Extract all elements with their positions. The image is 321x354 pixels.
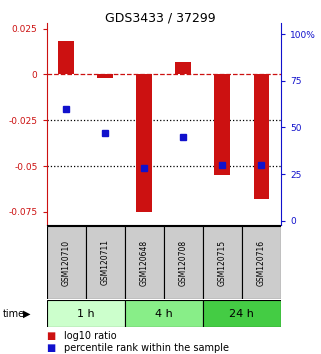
- Bar: [214, 74, 230, 175]
- Bar: [203, 300, 281, 327]
- Bar: [86, 226, 125, 299]
- Bar: [242, 226, 281, 299]
- Text: ▶: ▶: [23, 309, 30, 319]
- Text: GSM120648: GSM120648: [140, 239, 149, 286]
- Bar: [203, 226, 242, 299]
- Bar: [175, 62, 191, 74]
- Bar: [164, 226, 203, 299]
- Bar: [97, 74, 113, 78]
- Text: ■: ■: [47, 331, 56, 341]
- Text: time: time: [3, 309, 25, 319]
- Text: 24 h: 24 h: [230, 309, 254, 319]
- Text: log10 ratio: log10 ratio: [64, 331, 117, 341]
- Text: GSM120716: GSM120716: [257, 239, 266, 286]
- Bar: [125, 226, 164, 299]
- Bar: [58, 41, 74, 74]
- Text: ■: ■: [47, 343, 56, 353]
- Text: GDS3433 / 37299: GDS3433 / 37299: [105, 11, 216, 24]
- Text: GSM120711: GSM120711: [100, 240, 110, 285]
- Bar: [125, 300, 203, 327]
- Bar: [47, 226, 86, 299]
- Text: GSM120710: GSM120710: [62, 239, 71, 286]
- Text: 1 h: 1 h: [77, 309, 94, 319]
- Text: 4 h: 4 h: [155, 309, 173, 319]
- Text: GSM120708: GSM120708: [179, 239, 188, 286]
- Text: percentile rank within the sample: percentile rank within the sample: [64, 343, 229, 353]
- Text: GSM120715: GSM120715: [218, 239, 227, 286]
- Bar: [47, 300, 125, 327]
- Bar: [254, 74, 269, 199]
- Bar: [136, 74, 152, 212]
